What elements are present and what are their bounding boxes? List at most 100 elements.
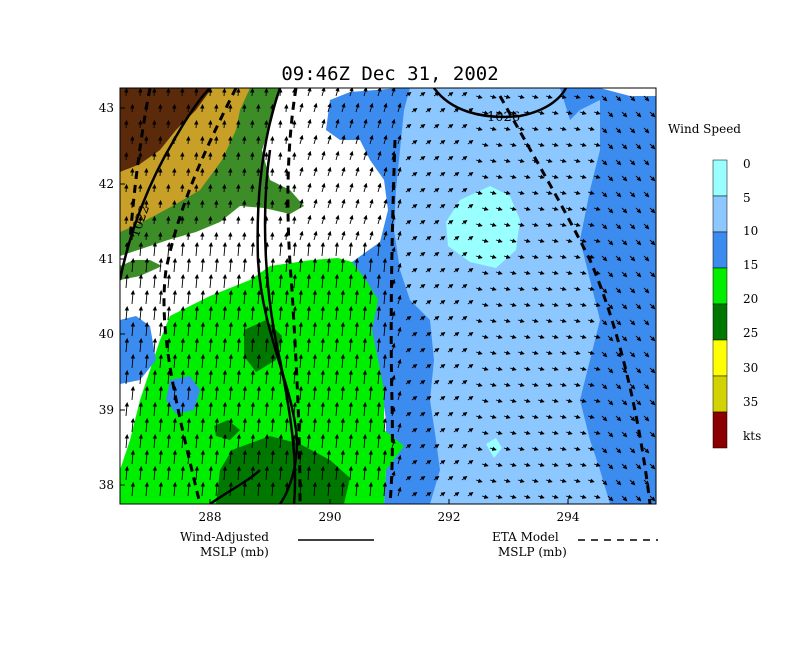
wind-vector <box>292 88 297 97</box>
wind-vector <box>643 383 650 390</box>
wind-vector <box>433 347 440 353</box>
wind-vector <box>593 238 601 243</box>
wind-vector <box>292 274 298 289</box>
wind-vector <box>607 303 614 310</box>
colorbar-label: 30 <box>743 361 759 375</box>
wind-vector <box>587 446 595 451</box>
wind-vector <box>186 322 192 337</box>
wind-vector <box>152 242 158 257</box>
wind-vector <box>531 190 539 195</box>
wind-vector <box>144 258 150 273</box>
wind-vector <box>208 434 214 449</box>
wind-vector <box>144 232 149 241</box>
wind-vector <box>236 306 242 321</box>
wind-vector <box>377 88 382 97</box>
speed-region-15-20 <box>120 258 404 504</box>
wind-vector <box>222 152 227 161</box>
wind-vector <box>565 206 573 211</box>
wind-vector <box>368 418 374 433</box>
wind-vector <box>270 232 275 241</box>
wind-vector <box>144 322 150 337</box>
wind-vector <box>214 354 220 369</box>
wind-vector <box>649 207 656 214</box>
wind-vector <box>481 334 489 339</box>
colorbar-label: 15 <box>743 258 759 272</box>
wind-vector <box>326 354 332 369</box>
wind-vector <box>327 198 332 209</box>
wind-vector <box>363 150 368 161</box>
wind-vector <box>222 434 228 449</box>
wind-vector <box>467 395 474 401</box>
wind-vector <box>593 174 601 179</box>
wind-vector <box>537 398 545 403</box>
wind-vector <box>453 139 460 145</box>
wind-vector <box>629 127 636 134</box>
colorbar-label: 5 <box>743 191 751 205</box>
wind-vector <box>152 434 158 449</box>
wind-vector <box>200 386 206 401</box>
wind-vector <box>621 367 628 374</box>
wind-vector <box>214 322 220 337</box>
wind-vector <box>180 274 186 289</box>
wind-vector <box>489 350 497 355</box>
wind-vector <box>320 370 326 385</box>
wind-vector <box>284 168 289 177</box>
wind-vector <box>495 334 503 339</box>
wind-vector <box>250 216 255 225</box>
wind-vector <box>130 290 136 305</box>
wind-vector <box>256 232 261 241</box>
wind-vector <box>475 94 483 99</box>
wind-vector <box>270 322 276 337</box>
wind-vector <box>200 200 205 209</box>
wind-vector <box>270 136 275 145</box>
wind-vector <box>307 118 312 129</box>
wind-vector <box>405 347 412 353</box>
wind-vector <box>348 434 354 449</box>
wind-vector <box>621 303 628 310</box>
wind-vector <box>124 306 130 321</box>
wind-vector <box>635 175 642 182</box>
wind-vector <box>236 402 242 417</box>
wind-vector <box>643 95 650 102</box>
wind-vector <box>284 104 289 113</box>
wind-vector <box>425 299 432 305</box>
wind-vector <box>256 104 261 113</box>
wind-vector <box>130 200 135 209</box>
wind-vector <box>461 443 468 449</box>
colorbar-label: 0 <box>743 157 751 171</box>
wind-vector <box>607 367 614 374</box>
wind-vector <box>503 190 511 195</box>
wind-vector <box>607 271 614 278</box>
wind-vector <box>551 398 559 403</box>
wind-vector <box>411 139 418 145</box>
wind-vector <box>447 155 454 161</box>
wind-vector <box>643 159 650 166</box>
wind-vector <box>368 290 374 305</box>
wind-vector <box>629 255 636 262</box>
wind-vector <box>214 136 219 145</box>
wind-vector <box>222 338 228 353</box>
wind-vector <box>579 462 587 467</box>
wind-vector <box>391 118 396 129</box>
wind-vector <box>208 120 213 129</box>
wind-vector <box>377 182 382 193</box>
wind-vector <box>601 319 608 326</box>
wind-vector <box>397 454 402 465</box>
wind-vector <box>166 88 171 97</box>
wind-vector <box>264 338 270 353</box>
wind-vector <box>334 402 340 417</box>
wind-vector <box>334 434 340 449</box>
colorbar-swatch <box>712 303 728 341</box>
wind-vector <box>208 88 213 97</box>
wind-vector <box>621 463 628 470</box>
wind-vector <box>439 267 446 273</box>
wind-vector <box>531 350 539 355</box>
wind-vector <box>475 446 483 451</box>
wind-vector <box>186 418 192 433</box>
wind-vector <box>166 370 172 385</box>
wind-vector <box>334 242 340 257</box>
colorbar-swatch <box>712 375 728 413</box>
wind-vector <box>425 235 432 241</box>
wind-vector <box>509 238 517 243</box>
wind-vector <box>326 450 332 465</box>
